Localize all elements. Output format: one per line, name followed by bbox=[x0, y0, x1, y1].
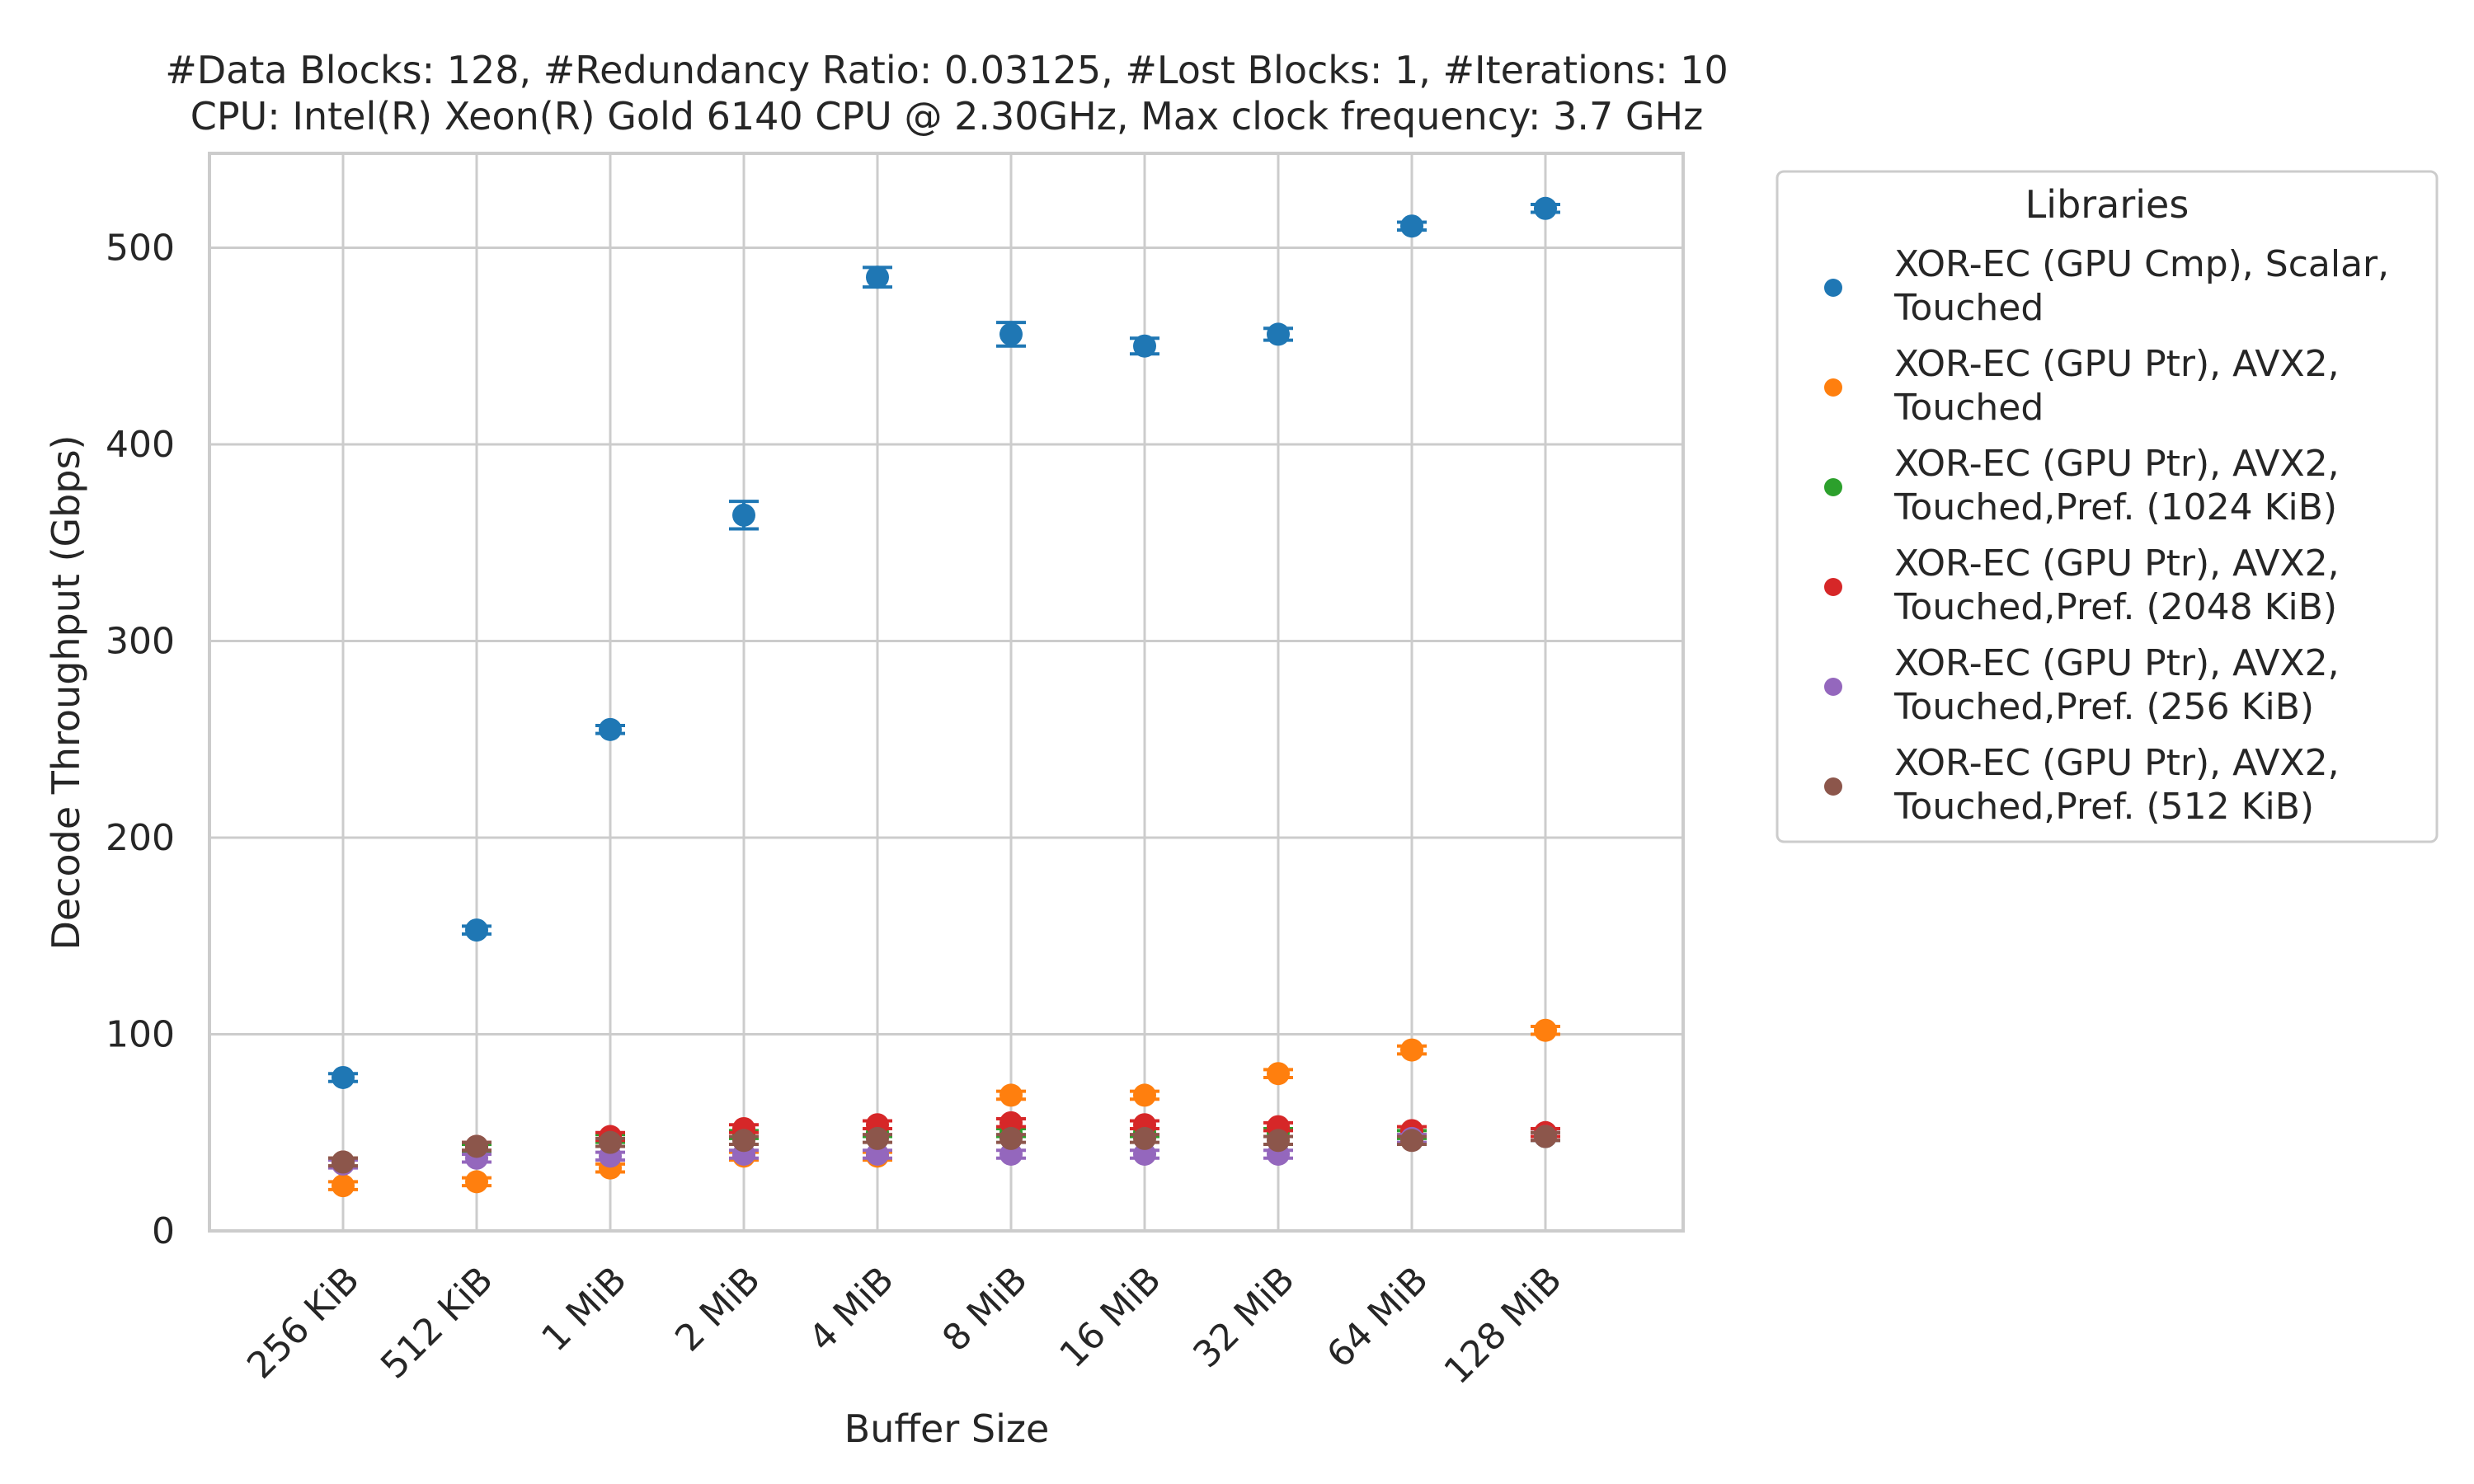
legend-title: Libraries bbox=[2025, 182, 2189, 227]
data-point bbox=[1133, 334, 1156, 358]
chart-title-line-1: #Data Blocks: 128, #Redundancy Ratio: 0.… bbox=[165, 48, 1729, 92]
data-point bbox=[1267, 1062, 1290, 1086]
legend-entry-0: XOR-EC (GPU Cmp), Scalar,Touched bbox=[1824, 243, 2389, 329]
data-point bbox=[465, 1134, 488, 1158]
x-tick-label: 4 MiB bbox=[801, 1259, 902, 1360]
data-point bbox=[1133, 1083, 1156, 1107]
y-tick-label: 400 bbox=[106, 424, 175, 466]
data-point bbox=[1267, 322, 1290, 346]
series-4 bbox=[328, 1125, 1560, 1176]
series-3 bbox=[328, 1111, 1560, 1174]
data-point bbox=[1534, 1125, 1557, 1148]
y-tick-label: 500 bbox=[106, 227, 175, 269]
x-tick-label: 512 KiB bbox=[373, 1259, 501, 1388]
data-point bbox=[1400, 1038, 1423, 1062]
data-point bbox=[1133, 1126, 1156, 1150]
chart-title-line-2: CPU: Intel(R) Xeon(R) Gold 6140 CPU @ 2.… bbox=[190, 94, 1704, 139]
legend: Libraries XOR-EC (GPU Cmp), Scalar,Touch… bbox=[1776, 170, 2439, 843]
data-point bbox=[999, 1126, 1023, 1150]
x-tick-label: 16 MiB bbox=[1051, 1259, 1169, 1376]
legend-marker bbox=[1824, 678, 1842, 696]
legend-entry-4: XOR-EC (GPU Ptr), AVX2,Touched,Pref. (25… bbox=[1824, 642, 2340, 728]
x-axis-ticks: 256 KiB 512 KiB 1 MiB 2 MiB 4 MiB 8 MiB 16 MiB… bbox=[239, 1259, 1570, 1392]
legend-label: Touched bbox=[1893, 387, 2044, 429]
data-point bbox=[866, 265, 889, 289]
legend-entry-1: XOR-EC (GPU Ptr), AVX2,Touched bbox=[1824, 343, 2340, 429]
legend-marker bbox=[1824, 478, 1842, 496]
legend-marker bbox=[1824, 279, 1842, 297]
series-5 bbox=[328, 1125, 1560, 1174]
y-axis-label: Decode Throughput (Gbps) bbox=[44, 435, 88, 951]
data-point bbox=[1534, 196, 1557, 220]
legend-label: Touched,Pref. (512 KiB) bbox=[1893, 786, 2314, 828]
data-point bbox=[465, 918, 488, 942]
legend-label: Touched bbox=[1893, 287, 2044, 329]
data-point bbox=[1267, 1129, 1290, 1153]
data-point bbox=[732, 503, 755, 527]
legend-label: Touched,Pref. (1024 KiB) bbox=[1893, 486, 2337, 528]
legend-label: Touched,Pref. (2048 KiB) bbox=[1893, 586, 2337, 628]
x-axis-label: Buffer Size bbox=[844, 1407, 1050, 1451]
legend-entry-3: XOR-EC (GPU Ptr), AVX2,Touched,Pref. (20… bbox=[1824, 542, 2340, 628]
data-point bbox=[465, 1170, 488, 1194]
data-point bbox=[999, 1083, 1023, 1107]
data-point bbox=[1400, 214, 1423, 238]
series-2 bbox=[328, 1120, 1560, 1174]
chart-title: #Data Blocks: 128, #Redundancy Ratio: 0.… bbox=[165, 48, 1729, 139]
legend-label: XOR-EC (GPU Ptr), AVX2, bbox=[1894, 642, 2340, 684]
data-point bbox=[999, 322, 1023, 346]
data-point bbox=[332, 1065, 355, 1089]
legend-marker bbox=[1824, 578, 1842, 596]
legend-box bbox=[1776, 170, 2439, 843]
y-tick-label: 100 bbox=[106, 1013, 175, 1055]
legend-label: XOR-EC (GPU Ptr), AVX2, bbox=[1894, 742, 2340, 784]
data-point bbox=[866, 1126, 889, 1150]
legend-label: XOR-EC (GPU Ptr), AVX2, bbox=[1894, 343, 2340, 385]
x-tick-label: 256 KiB bbox=[239, 1259, 368, 1388]
data-point bbox=[332, 1150, 355, 1174]
y-axis-ticks: 0 100 200 300 400 500 bbox=[106, 227, 175, 1252]
y-tick-label: 300 bbox=[106, 620, 175, 662]
data-point bbox=[732, 1129, 755, 1153]
data-point bbox=[599, 717, 622, 741]
series-0 bbox=[328, 196, 1560, 1089]
series-1 bbox=[328, 1018, 1560, 1198]
data-point bbox=[599, 1130, 622, 1154]
data-point bbox=[1534, 1018, 1557, 1042]
data-point bbox=[332, 1174, 355, 1198]
legend-marker bbox=[1824, 378, 1842, 397]
data-series bbox=[328, 196, 1560, 1198]
x-tick-label: 64 MiB bbox=[1319, 1259, 1436, 1376]
plot-frame bbox=[208, 152, 1685, 1233]
x-tick-label: 32 MiB bbox=[1185, 1259, 1302, 1376]
y-tick-label: 0 bbox=[152, 1210, 175, 1252]
legend-label: XOR-EC (GPU Ptr), AVX2, bbox=[1894, 542, 2340, 585]
x-tick-label: 8 MiB bbox=[934, 1259, 1036, 1360]
grid bbox=[209, 153, 1683, 1233]
data-point bbox=[1400, 1129, 1423, 1153]
x-tick-label: 128 MiB bbox=[1437, 1259, 1570, 1392]
legend-label: Touched,Pref. (256 KiB) bbox=[1893, 686, 2314, 728]
x-tick-label: 2 MiB bbox=[667, 1259, 769, 1360]
legend-entry-5: XOR-EC (GPU Ptr), AVX2,Touched,Pref. (51… bbox=[1824, 742, 2340, 828]
legend-label: XOR-EC (GPU Cmp), Scalar, bbox=[1894, 243, 2389, 285]
legend-label: XOR-EC (GPU Ptr), AVX2, bbox=[1894, 443, 2340, 485]
x-tick-label: 1 MiB bbox=[534, 1259, 635, 1360]
legend-marker bbox=[1824, 777, 1842, 796]
legend-entry-2: XOR-EC (GPU Ptr), AVX2,Touched,Pref. (10… bbox=[1824, 443, 2340, 528]
y-tick-label: 200 bbox=[106, 817, 175, 859]
